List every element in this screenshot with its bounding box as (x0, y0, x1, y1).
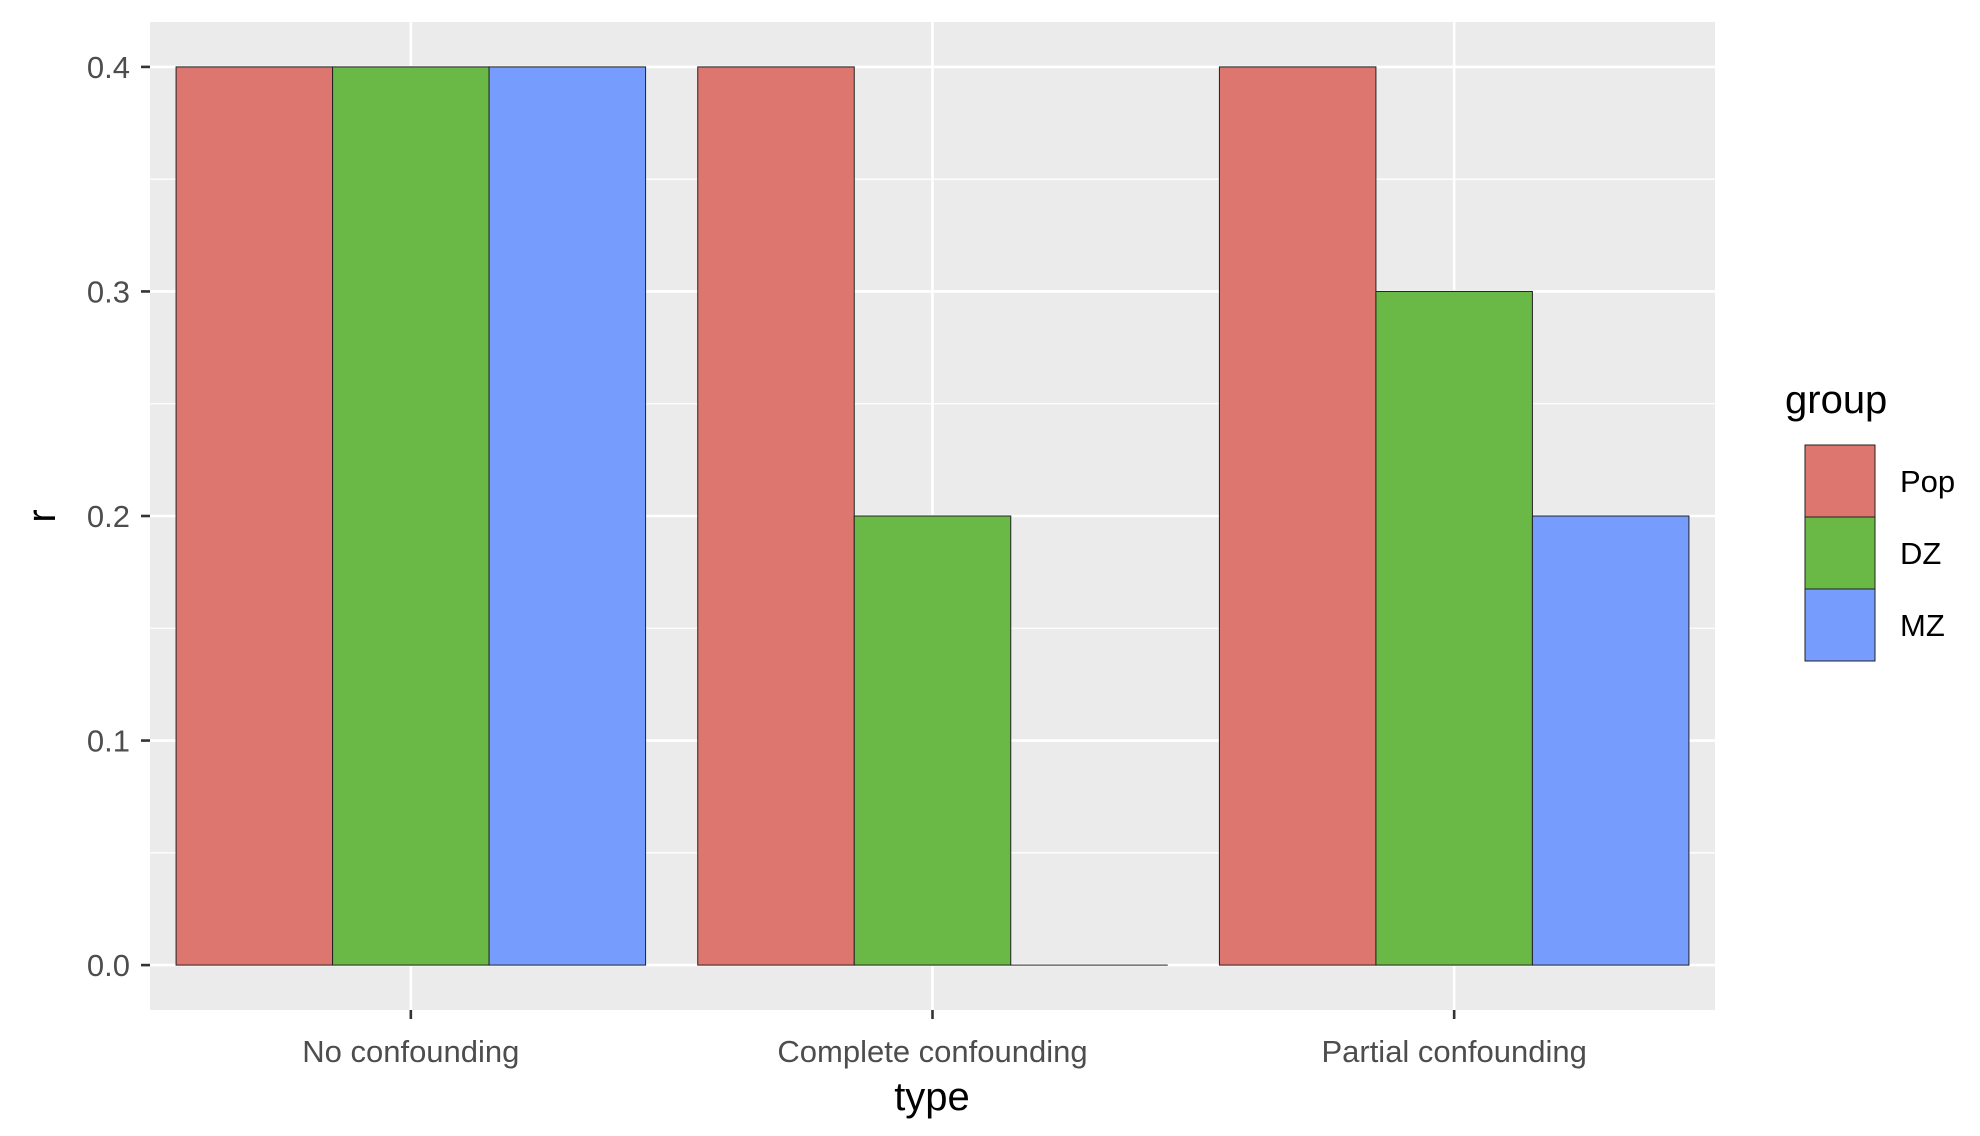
bar-dz-3 (1375, 290, 1533, 966)
y-tick-label: 0.2 (87, 499, 130, 534)
bars (175, 66, 1690, 966)
bar-dz-1 (332, 66, 490, 966)
legend-label-mz: MZ (1900, 608, 1945, 643)
x-tick-label: Partial confounding (1321, 1034, 1586, 1069)
bar-pop-1 (175, 66, 334, 966)
x-tick-label: No confounding (302, 1034, 519, 1069)
y-tick-label: 0.3 (87, 274, 130, 309)
legend-key-mz (1804, 588, 1876, 662)
legend-title: group (1785, 378, 1887, 422)
bar-pop-3 (1218, 66, 1377, 966)
y-tick-label: 0.1 (87, 724, 130, 759)
bar-dz-2 (853, 515, 1012, 966)
bar-mz-3 (1531, 515, 1690, 966)
y-tick-label: 0.4 (87, 50, 130, 85)
legend-label-dz: DZ (1900, 536, 1941, 571)
x-tick-label: Complete confounding (777, 1034, 1087, 1069)
legend-key-pop (1804, 444, 1876, 518)
bar-pop-2 (697, 66, 855, 966)
legend: group Pop DZ MZ (1785, 378, 1955, 662)
y-tick-label: 0.0 (87, 948, 130, 983)
y-axis-title: r (20, 509, 64, 522)
legend-key-dz (1804, 516, 1876, 590)
axes: 0.0 0.1 0.2 0.3 0.4 No confounding Complete co… (87, 50, 1587, 1069)
bar-mz-1 (488, 66, 647, 966)
legend-label-pop: Pop (1900, 464, 1955, 499)
x-axis-title: type (894, 1075, 970, 1119)
